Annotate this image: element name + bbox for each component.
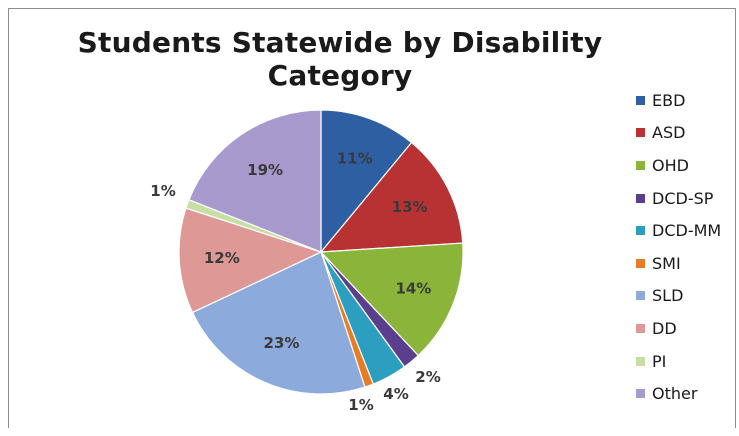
legend-label: Other — [652, 384, 698, 404]
data-label-ohd: 14% — [395, 280, 431, 298]
legend-item-ebd: EBD — [636, 84, 736, 117]
chart-title: Students Statewide by Disability Categor… — [77, 26, 603, 92]
chart-legend: EBD ASD OHD DCD-SP DCD-MM SMI SLD DD PI Other — [636, 84, 736, 410]
pie-slice-ebd — [320, 109, 413, 254]
legend-label: ASD — [652, 123, 686, 143]
legend-swatch — [636, 128, 645, 138]
legend-item-ohd: OHD — [636, 149, 736, 182]
legend-item-dd: DD — [636, 312, 736, 345]
data-label-dd: 12% — [204, 249, 240, 267]
data-label-asd: 13% — [392, 198, 428, 216]
pie-slice-other — [188, 109, 322, 253]
legend-item-other: Other — [636, 377, 736, 410]
data-label-other: 19% — [247, 161, 283, 179]
legend-swatch — [636, 291, 645, 301]
data-label-pi: 1% — [150, 182, 175, 200]
legend-label: DD — [652, 318, 677, 338]
legend-swatch — [636, 389, 645, 399]
legend-label: OHD — [652, 155, 689, 175]
pie-slice-dd — [178, 207, 323, 314]
legend-swatch — [636, 226, 645, 236]
legend-item-dcd-mm: DCD-MM — [636, 214, 736, 247]
legend-label: EBD — [652, 90, 686, 110]
legend-item-smi: SMI — [636, 247, 736, 280]
pie-slice-asd — [319, 141, 464, 253]
legend-label: DCD-SP — [652, 188, 714, 208]
pie-slice-ohd — [319, 242, 464, 357]
legend-swatch — [636, 160, 645, 170]
legend-item-sld: SLD — [636, 280, 736, 313]
data-label-sld: 23% — [264, 334, 300, 352]
legend-item-dcd-sp: DCD-SP — [636, 182, 736, 215]
data-label-smi: 1% — [348, 396, 373, 414]
legend-item-asd: ASD — [636, 117, 736, 150]
legend-swatch — [636, 323, 645, 333]
legend-label: SLD — [652, 286, 684, 306]
legend-swatch — [636, 258, 645, 268]
legend-label: DCD-MM — [652, 221, 722, 241]
legend-label: PI — [652, 351, 667, 371]
pie-slice-sld — [191, 251, 366, 395]
data-label-ebd: 11% — [337, 150, 373, 168]
data-label-dcd-sp: 2% — [415, 368, 440, 386]
legend-swatch — [636, 356, 645, 366]
legend-item-pi: PI — [636, 345, 736, 378]
legend-label: SMI — [652, 253, 681, 273]
legend-swatch — [636, 193, 645, 203]
data-label-dcd-mm: 4% — [383, 385, 408, 403]
legend-swatch — [636, 95, 645, 105]
